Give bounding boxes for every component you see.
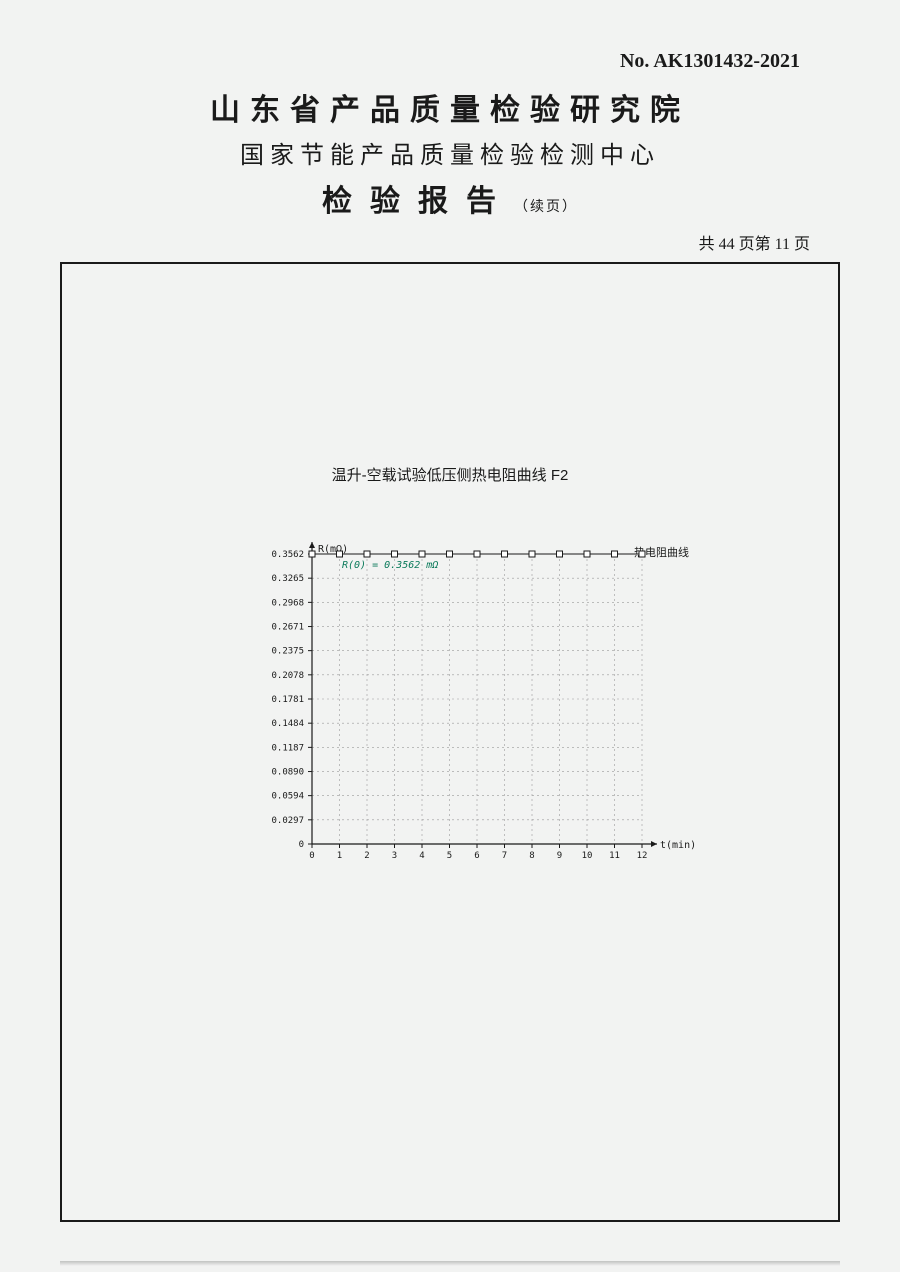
svg-text:7: 7 xyxy=(502,851,507,861)
chart-container: 012345678910111200.02970.05940.08900.118… xyxy=(242,524,702,884)
resistance-chart: 012345678910111200.02970.05940.08900.118… xyxy=(242,524,702,884)
continued-marker: （续页） xyxy=(514,200,578,215)
svg-text:12: 12 xyxy=(637,851,648,861)
svg-text:9: 9 xyxy=(557,851,562,861)
organization-line1: 山东省产品质量检验研究院 xyxy=(60,85,840,129)
page: No. AK1301432-2021 山东省产品质量检验研究院 国家节能产品质量… xyxy=(0,0,900,1272)
svg-text:0.0297: 0.0297 xyxy=(271,816,304,826)
svg-text:0: 0 xyxy=(299,840,304,850)
svg-text:8: 8 xyxy=(529,851,534,861)
svg-text:R(mΩ): R(mΩ) xyxy=(318,544,348,555)
svg-text:6: 6 xyxy=(474,851,479,861)
svg-text:10: 10 xyxy=(582,851,593,861)
document-title: 检验报告（续页） xyxy=(60,176,840,220)
svg-text:1: 1 xyxy=(337,851,342,861)
svg-text:11: 11 xyxy=(609,851,620,861)
svg-text:0.3562: 0.3562 xyxy=(271,550,304,560)
report-number-value: AK1301432-2021 xyxy=(653,50,800,72)
svg-text:0.0890: 0.0890 xyxy=(271,768,304,778)
svg-text:3: 3 xyxy=(392,851,397,861)
svg-text:2: 2 xyxy=(364,851,369,861)
svg-text:0.1484: 0.1484 xyxy=(271,719,304,729)
svg-text:0.2671: 0.2671 xyxy=(271,623,304,633)
svg-text:0.2078: 0.2078 xyxy=(271,671,304,681)
svg-text:0.0594: 0.0594 xyxy=(271,792,304,802)
svg-text:0.1781: 0.1781 xyxy=(271,695,304,705)
content-frame: 温升-空载试验低压侧热电阻曲线 F2 012345678910111200.02… xyxy=(60,262,840,1222)
svg-text:0.1187: 0.1187 xyxy=(271,743,304,753)
svg-text:R(0) = 0.3562 mΩ: R(0) = 0.3562 mΩ xyxy=(342,560,438,571)
svg-text:0.2968: 0.2968 xyxy=(271,598,304,608)
report-number: No. AK1301432-2021 xyxy=(60,50,800,73)
svg-text:5: 5 xyxy=(447,851,452,861)
doc-title-text: 检验报告 xyxy=(322,185,514,218)
svg-text:0.2375: 0.2375 xyxy=(271,647,304,657)
organization-line2: 国家节能产品质量检验检测中心 xyxy=(60,135,840,170)
page-info: 共 44 页第 11 页 xyxy=(60,230,810,254)
chart-title: 温升-空载试验低压侧热电阻曲线 F2 xyxy=(62,464,838,485)
svg-text:4: 4 xyxy=(419,851,424,861)
svg-text:t(min): t(min) xyxy=(660,840,696,851)
svg-text:0: 0 xyxy=(309,851,314,861)
page-shadow xyxy=(60,1261,840,1266)
svg-text:0.3265: 0.3265 xyxy=(271,574,304,584)
report-number-label: No. xyxy=(620,50,653,72)
